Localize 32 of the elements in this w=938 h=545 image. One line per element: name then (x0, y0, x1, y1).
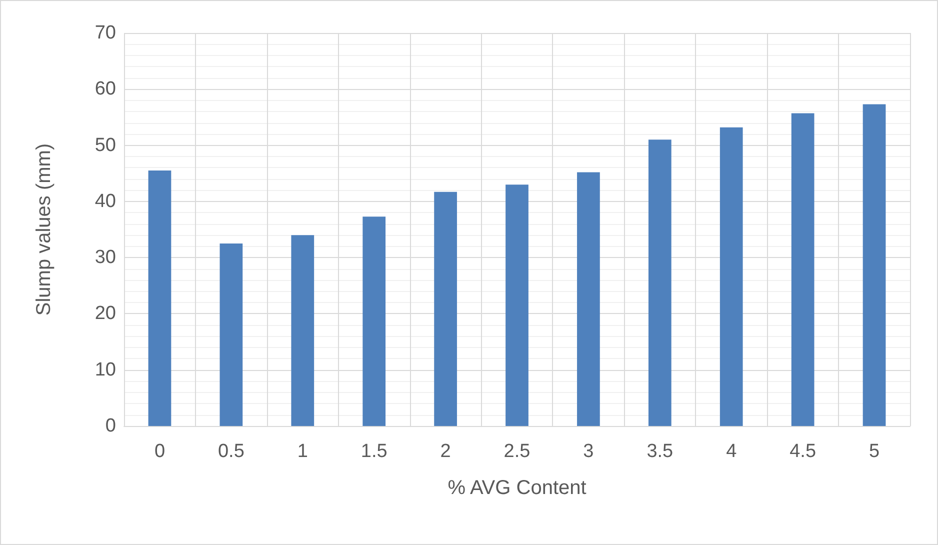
y-tick-label: 20 (94, 303, 116, 324)
bar (291, 235, 314, 426)
x-axis-title: % AVG Content (448, 477, 587, 499)
x-tick-label: 1 (297, 441, 308, 462)
x-tick-label: 0.5 (218, 441, 244, 462)
x-tick-label: 3.5 (646, 441, 674, 462)
bar (362, 216, 386, 426)
x-tick-label: 4 (726, 441, 738, 462)
x-tick-label: 3 (583, 441, 594, 462)
bar (220, 244, 243, 426)
bar (148, 170, 172, 426)
y-axis-title: Slump values (mm) (33, 143, 55, 316)
y-tick-label: 40 (94, 190, 116, 212)
y-tick-label: 0 (105, 416, 116, 436)
bar (506, 184, 528, 426)
y-tick-label: 60 (94, 78, 116, 100)
x-tick-label: 4.5 (790, 441, 816, 462)
x-tick-label: 2.5 (504, 441, 530, 462)
bar (720, 127, 743, 426)
bar (862, 104, 886, 426)
x-tick-label: 0 (154, 441, 166, 462)
bar (648, 140, 672, 426)
bar (434, 192, 457, 426)
x-tick-label: 5 (868, 441, 880, 462)
bar (577, 172, 600, 426)
x-tick-label: 1.5 (360, 441, 388, 462)
y-tick-label: 50 (94, 134, 116, 156)
y-tick-label: 10 (94, 359, 116, 380)
bar (791, 113, 814, 426)
x-tick-label: 2 (440, 441, 451, 462)
y-tick-label: 70 (94, 22, 116, 44)
y-tick-label: 30 (94, 247, 116, 268)
